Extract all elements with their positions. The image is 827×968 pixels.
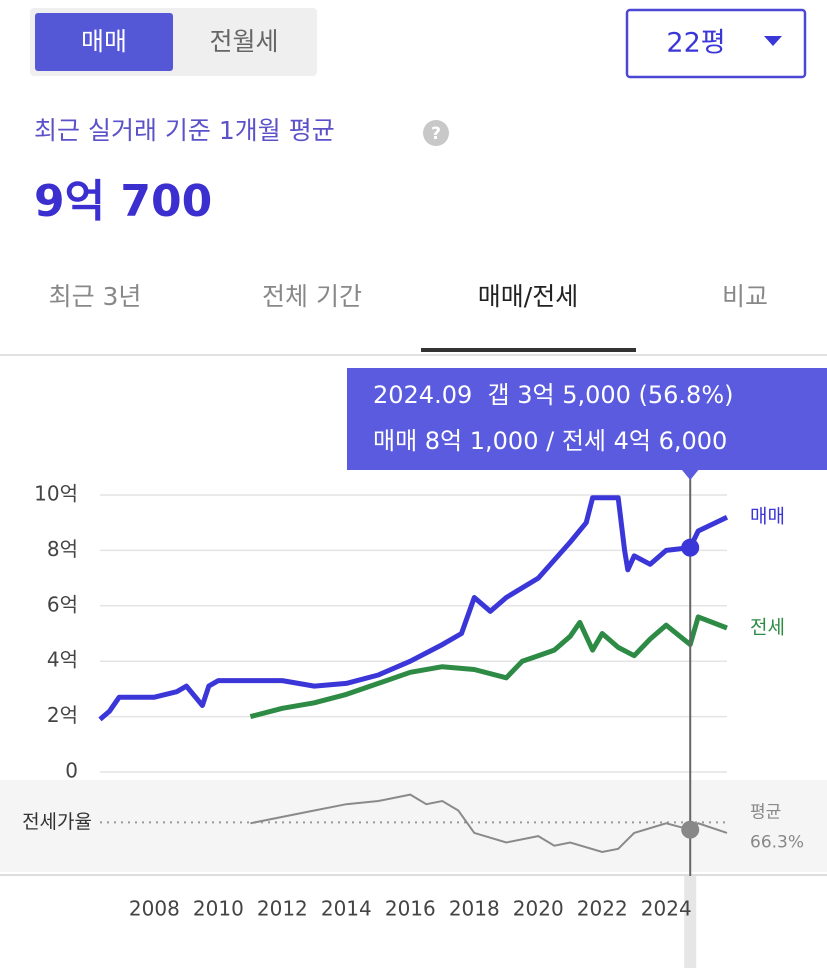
x-tick-label: 2022: [577, 897, 628, 921]
tab[interactable]: 전체 기간: [262, 282, 362, 311]
average-value: 66.3%: [750, 832, 804, 852]
series-label: 전세: [750, 616, 785, 638]
tooltip-box: [347, 368, 827, 470]
cursor-dot: [681, 538, 700, 557]
y-tick-label: 10억: [34, 482, 78, 506]
ratio-label: 전세가율: [22, 811, 92, 833]
tab[interactable]: 비교: [722, 282, 768, 311]
x-tick-label: 2020: [513, 897, 564, 921]
cursor-band: [684, 876, 697, 968]
help-icon[interactable]: [423, 120, 449, 146]
x-tick-label: 2008: [129, 897, 180, 921]
size-value[interactable]: 22평: [666, 28, 725, 59]
series-line: [98, 495, 729, 722]
average-name: 평균: [750, 802, 781, 822]
x-tick-label: 2014: [321, 897, 372, 921]
y-tick-label: 4억: [47, 648, 78, 672]
toggle-option[interactable]: 전월세: [209, 27, 278, 56]
tooltip-line: 매매 8억 1,000 / 전세 4억 6,000: [373, 427, 727, 455]
toggle-active[interactable]: [35, 13, 173, 71]
ratio-cursor-dot: [681, 820, 700, 839]
tab[interactable]: 최근 3년: [49, 282, 142, 311]
y-tick-label: 2억: [47, 703, 78, 727]
x-tick-label: 2024: [641, 897, 692, 921]
tab[interactable]: 매매/전세: [478, 282, 578, 311]
x-tick-label: 2016: [385, 897, 436, 921]
ratio-line: [250, 793, 728, 854]
toggle-option[interactable]: 매매: [81, 27, 127, 56]
y-tick-label: 6억: [47, 592, 78, 616]
series-line: [249, 614, 728, 720]
dropdown-arrow[interactable]: [764, 36, 782, 46]
x-tick-label: 2018: [449, 897, 500, 921]
tab-underline: [421, 348, 636, 352]
ratio-panel: [0, 780, 827, 872]
y-tick-label: 0: [65, 759, 78, 783]
x-tick-label: 2010: [193, 897, 244, 921]
size-dropdown[interactable]: [625, 8, 807, 79]
y-tick-label: 8억: [47, 537, 78, 561]
tooltip-line: 2024.09 갭 3억 5,000 (56.8%): [373, 381, 734, 409]
series-label: 매매: [750, 506, 785, 528]
summary-caption: 최근 실거래 기준 1개월 평균: [34, 116, 335, 145]
x-tick-label: 2012: [257, 897, 308, 921]
tooltip-pointer: [681, 469, 700, 480]
summary-value: 9억 700: [34, 176, 212, 227]
help-icon-glyph[interactable]: ?: [431, 124, 441, 144]
